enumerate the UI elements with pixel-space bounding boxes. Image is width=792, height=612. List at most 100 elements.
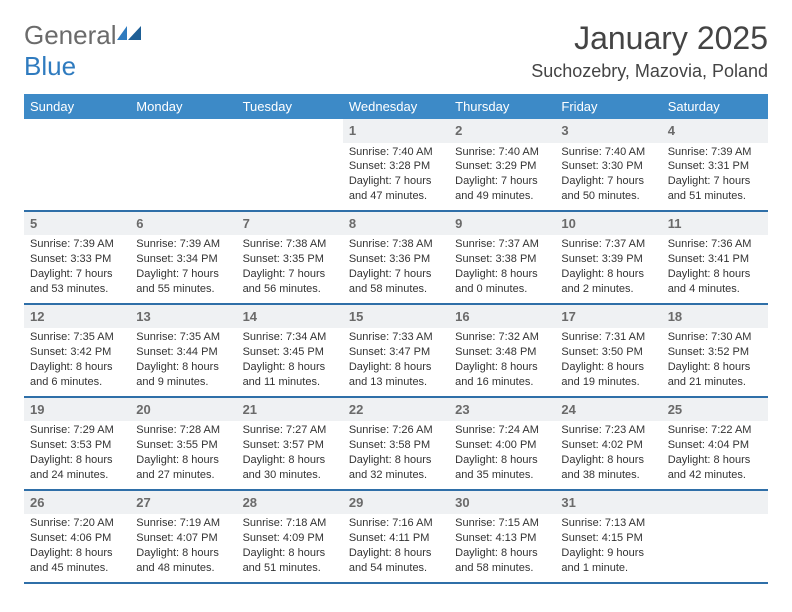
weekday-header: Friday — [555, 94, 661, 119]
sunset-line: Sunset: 3:48 PM — [455, 345, 549, 360]
day-number-row: 19202122232425 — [24, 397, 768, 422]
calendar-table: SundayMondayTuesdayWednesdayThursdayFrid… — [24, 94, 768, 584]
sunrise-line: Sunrise: 7:37 AM — [561, 237, 655, 252]
sunset-line: Sunset: 3:41 PM — [668, 252, 762, 267]
day-data-cell: Sunrise: 7:37 AMSunset: 3:39 PMDaylight:… — [555, 235, 661, 303]
daylight-line: Daylight: 8 hours and 30 minutes. — [243, 453, 337, 483]
day-number-cell: 9 — [449, 211, 555, 236]
day-number-cell: 13 — [130, 304, 236, 329]
day-number-cell: 24 — [555, 397, 661, 422]
day-data-cell: Sunrise: 7:22 AMSunset: 4:04 PMDaylight:… — [662, 421, 768, 489]
daylight-line: Daylight: 7 hours and 56 minutes. — [243, 267, 337, 297]
day-data-cell: Sunrise: 7:16 AMSunset: 4:11 PMDaylight:… — [343, 514, 449, 582]
sunset-line: Sunset: 3:42 PM — [30, 345, 124, 360]
sunset-line: Sunset: 4:11 PM — [349, 531, 443, 546]
daylight-line: Daylight: 8 hours and 58 minutes. — [455, 546, 549, 576]
day-number-cell: 31 — [555, 490, 661, 515]
day-number-cell: 22 — [343, 397, 449, 422]
day-number-cell: 15 — [343, 304, 449, 329]
sunset-line: Sunset: 4:00 PM — [455, 438, 549, 453]
sunrise-line: Sunrise: 7:29 AM — [30, 423, 124, 438]
daylight-line: Daylight: 7 hours and 55 minutes. — [136, 267, 230, 297]
sunset-line: Sunset: 3:38 PM — [455, 252, 549, 267]
day-number-row: 12131415161718 — [24, 304, 768, 329]
daylight-line: Daylight: 8 hours and 19 minutes. — [561, 360, 655, 390]
sunset-line: Sunset: 3:47 PM — [349, 345, 443, 360]
day-data-cell: Sunrise: 7:30 AMSunset: 3:52 PMDaylight:… — [662, 328, 768, 396]
day-number-cell: 16 — [449, 304, 555, 329]
daylight-line: Daylight: 8 hours and 6 minutes. — [30, 360, 124, 390]
sunset-line: Sunset: 4:04 PM — [668, 438, 762, 453]
sunrise-line: Sunrise: 7:40 AM — [561, 145, 655, 160]
sunset-line: Sunset: 3:53 PM — [30, 438, 124, 453]
sunrise-line: Sunrise: 7:39 AM — [136, 237, 230, 252]
logo: GeneralBlue — [24, 20, 143, 82]
header: GeneralBlue January 2025 Suchozebry, Maz… — [24, 20, 768, 82]
sunrise-line: Sunrise: 7:40 AM — [349, 145, 443, 160]
sunrise-line: Sunrise: 7:38 AM — [243, 237, 337, 252]
sunrise-line: Sunrise: 7:33 AM — [349, 330, 443, 345]
weekday-header: Saturday — [662, 94, 768, 119]
day-data-cell: Sunrise: 7:40 AMSunset: 3:28 PMDaylight:… — [343, 143, 449, 211]
day-data-cell: Sunrise: 7:15 AMSunset: 4:13 PMDaylight:… — [449, 514, 555, 582]
sunrise-line: Sunrise: 7:32 AM — [455, 330, 549, 345]
day-data-cell: Sunrise: 7:35 AMSunset: 3:44 PMDaylight:… — [130, 328, 236, 396]
daylight-line: Daylight: 8 hours and 16 minutes. — [455, 360, 549, 390]
daylight-line: Daylight: 7 hours and 53 minutes. — [30, 267, 124, 297]
day-data-cell: Sunrise: 7:39 AMSunset: 3:31 PMDaylight:… — [662, 143, 768, 211]
sunset-line: Sunset: 3:36 PM — [349, 252, 443, 267]
sunrise-line: Sunrise: 7:26 AM — [349, 423, 443, 438]
daylight-line: Daylight: 7 hours and 58 minutes. — [349, 267, 443, 297]
day-number-row: 1234 — [24, 119, 768, 143]
day-data-cell: Sunrise: 7:39 AMSunset: 3:33 PMDaylight:… — [24, 235, 130, 303]
daylight-line: Daylight: 8 hours and 4 minutes. — [668, 267, 762, 297]
day-number-cell: 30 — [449, 490, 555, 515]
sunrise-line: Sunrise: 7:38 AM — [349, 237, 443, 252]
sunrise-line: Sunrise: 7:35 AM — [136, 330, 230, 345]
day-number-cell: 28 — [237, 490, 343, 515]
day-data-cell: Sunrise: 7:40 AMSunset: 3:30 PMDaylight:… — [555, 143, 661, 211]
day-number-cell: 4 — [662, 119, 768, 143]
weekday-header: Thursday — [449, 94, 555, 119]
day-data-cell: Sunrise: 7:34 AMSunset: 3:45 PMDaylight:… — [237, 328, 343, 396]
calendar-header: SundayMondayTuesdayWednesdayThursdayFrid… — [24, 94, 768, 119]
daylight-line: Daylight: 8 hours and 35 minutes. — [455, 453, 549, 483]
day-data-cell: Sunrise: 7:27 AMSunset: 3:57 PMDaylight:… — [237, 421, 343, 489]
day-number-cell: 19 — [24, 397, 130, 422]
day-number-row: 262728293031 — [24, 490, 768, 515]
sunset-line: Sunset: 3:31 PM — [668, 159, 762, 174]
daylight-line: Daylight: 8 hours and 13 minutes. — [349, 360, 443, 390]
day-number-cell: 18 — [662, 304, 768, 329]
sunrise-line: Sunrise: 7:36 AM — [668, 237, 762, 252]
day-data-cell: Sunrise: 7:40 AMSunset: 3:29 PMDaylight:… — [449, 143, 555, 211]
day-number-cell — [24, 119, 130, 143]
day-number-cell: 3 — [555, 119, 661, 143]
day-number-cell: 2 — [449, 119, 555, 143]
sunset-line: Sunset: 3:28 PM — [349, 159, 443, 174]
sunset-line: Sunset: 3:50 PM — [561, 345, 655, 360]
sunset-line: Sunset: 3:39 PM — [561, 252, 655, 267]
day-data-cell: Sunrise: 7:23 AMSunset: 4:02 PMDaylight:… — [555, 421, 661, 489]
daylight-line: Daylight: 8 hours and 2 minutes. — [561, 267, 655, 297]
day-data-cell: Sunrise: 7:19 AMSunset: 4:07 PMDaylight:… — [130, 514, 236, 582]
day-data-cell — [237, 143, 343, 211]
day-data-cell: Sunrise: 7:20 AMSunset: 4:06 PMDaylight:… — [24, 514, 130, 582]
day-number-cell: 21 — [237, 397, 343, 422]
daylight-line: Daylight: 8 hours and 24 minutes. — [30, 453, 124, 483]
day-data-cell — [130, 143, 236, 211]
daylight-line: Daylight: 8 hours and 21 minutes. — [668, 360, 762, 390]
daylight-line: Daylight: 8 hours and 51 minutes. — [243, 546, 337, 576]
sunset-line: Sunset: 3:33 PM — [30, 252, 124, 267]
day-number-cell: 17 — [555, 304, 661, 329]
daylight-line: Daylight: 7 hours and 51 minutes. — [668, 174, 762, 204]
daylight-line: Daylight: 8 hours and 11 minutes. — [243, 360, 337, 390]
day-number-cell: 25 — [662, 397, 768, 422]
day-number-cell: 11 — [662, 211, 768, 236]
day-data-cell — [662, 514, 768, 582]
day-number-cell: 23 — [449, 397, 555, 422]
sunrise-line: Sunrise: 7:24 AM — [455, 423, 549, 438]
day-number-cell: 29 — [343, 490, 449, 515]
day-data-cell: Sunrise: 7:28 AMSunset: 3:55 PMDaylight:… — [130, 421, 236, 489]
weekday-header: Tuesday — [237, 94, 343, 119]
day-number-row: 567891011 — [24, 211, 768, 236]
